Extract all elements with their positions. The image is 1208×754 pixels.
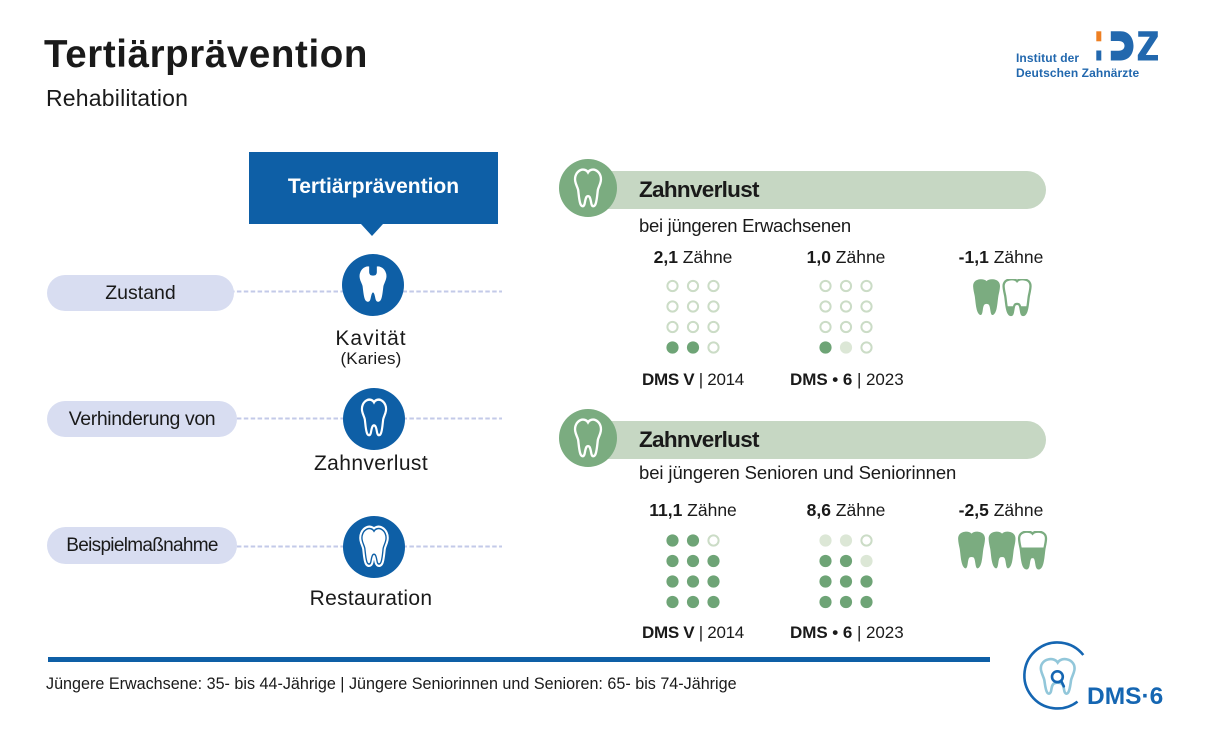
svg-text:DMS·6: DMS·6 — [1087, 683, 1163, 710]
